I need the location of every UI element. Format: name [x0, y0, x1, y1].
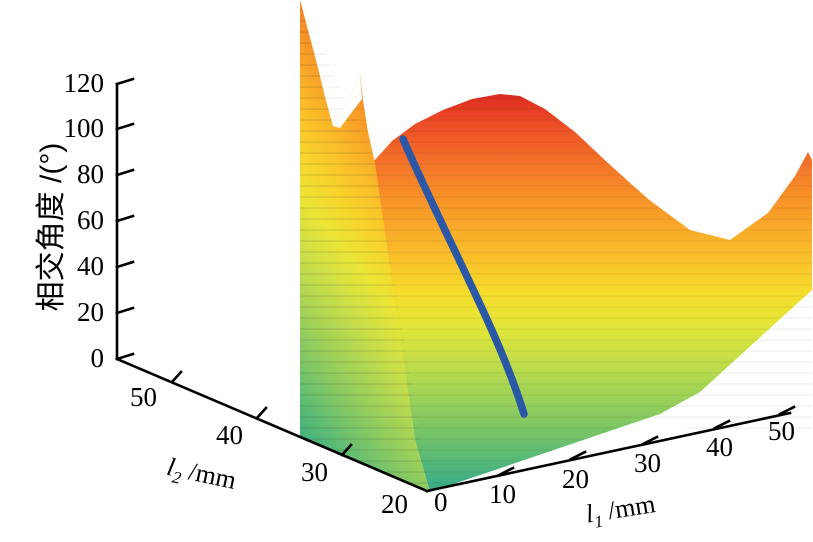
z-tick-label-40: 40 — [77, 251, 104, 281]
z-axis-ticks — [115, 77, 135, 361]
l1-tick-label-10: 10 — [489, 479, 516, 509]
l2-axis-ticks — [170, 370, 353, 457]
optimal-path-line — [399, 135, 528, 418]
l1-tick-label-50: 50 — [768, 416, 795, 446]
l2-tick-label-30: 30 — [301, 457, 328, 487]
z-tick-label-120: 120 — [63, 68, 105, 98]
l1-axis-line — [425, 411, 792, 493]
l2-tick-label-50: 50 — [130, 382, 157, 412]
l2-tick-label-40: 40 — [216, 420, 243, 450]
surface-notch — [333, 74, 362, 128]
l2-axis-line — [115, 357, 429, 493]
l2-tick-label-20: 20 — [381, 489, 408, 519]
l1-tick-label-30: 30 — [634, 448, 661, 478]
z-tick-label-0: 0 — [90, 343, 105, 373]
l1-tick-label-20: 20 — [562, 464, 589, 494]
l1-tick-label-40: 40 — [706, 432, 733, 462]
z-tick-label-100: 100 — [63, 113, 105, 143]
z-tick-label-20: 20 — [77, 297, 104, 327]
l1-tick-label-0: 0 — [434, 487, 448, 517]
z-tick-label-80: 80 — [77, 159, 104, 189]
z-tick-label-60: 60 — [77, 205, 104, 235]
z-axis-title: 相交角度 /(°) — [35, 142, 68, 312]
l1-axis-ticks — [497, 405, 796, 477]
